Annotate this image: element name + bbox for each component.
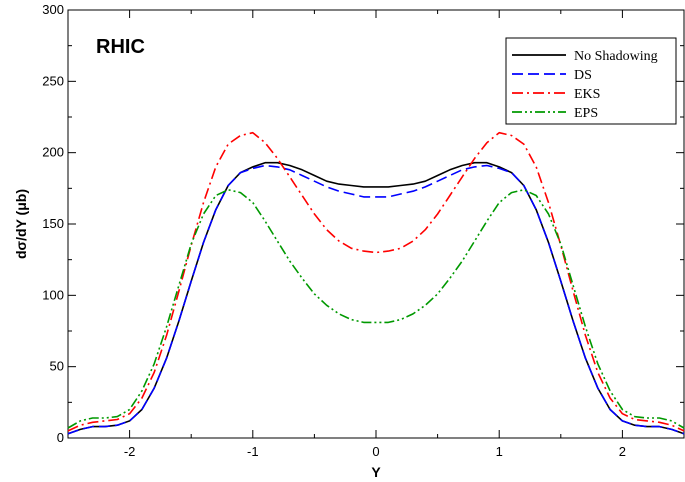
y-tick-label: 0 xyxy=(57,430,64,445)
series-line-eps xyxy=(67,189,685,429)
legend-label-eks: EKS xyxy=(574,87,600,102)
y-tick-label: 100 xyxy=(42,287,64,302)
x-tick-label: 1 xyxy=(496,444,503,459)
series-line-eks xyxy=(67,131,685,432)
y-tick-label: 50 xyxy=(50,359,64,374)
tick-label-group: -2 -1 0 1 2 0 50 100 150 200 250 300 xyxy=(42,2,626,459)
y-tick-label: 300 xyxy=(42,2,64,17)
chart-annotation: RHIC xyxy=(96,36,145,58)
x-axis-label: Y xyxy=(371,464,381,480)
series-line-no-shadowing xyxy=(67,161,685,435)
legend-label-eps: EPS xyxy=(574,106,598,121)
y-axis-label: dσ/dY (μb) xyxy=(13,189,29,259)
x-tick-label: -1 xyxy=(247,444,259,459)
y-tick-label: 150 xyxy=(42,216,64,231)
y-tick-label: 200 xyxy=(42,145,64,160)
x-tick-label: 0 xyxy=(372,444,379,459)
x-tick-label: 2 xyxy=(619,444,626,459)
x-tick-label: -2 xyxy=(124,444,136,459)
legend-label-no-shadowing: No Shadowing xyxy=(574,49,658,64)
legend-items: No Shadowing DS EKS EPS xyxy=(512,49,658,121)
y-tick-label: 250 xyxy=(42,73,64,88)
tick-group xyxy=(67,9,685,439)
legend: No Shadowing DS EKS EPS xyxy=(505,37,677,125)
series-group xyxy=(67,131,685,435)
legend-label-ds: DS xyxy=(574,68,592,83)
series-line-ds xyxy=(67,164,685,435)
legend-box xyxy=(505,37,677,125)
